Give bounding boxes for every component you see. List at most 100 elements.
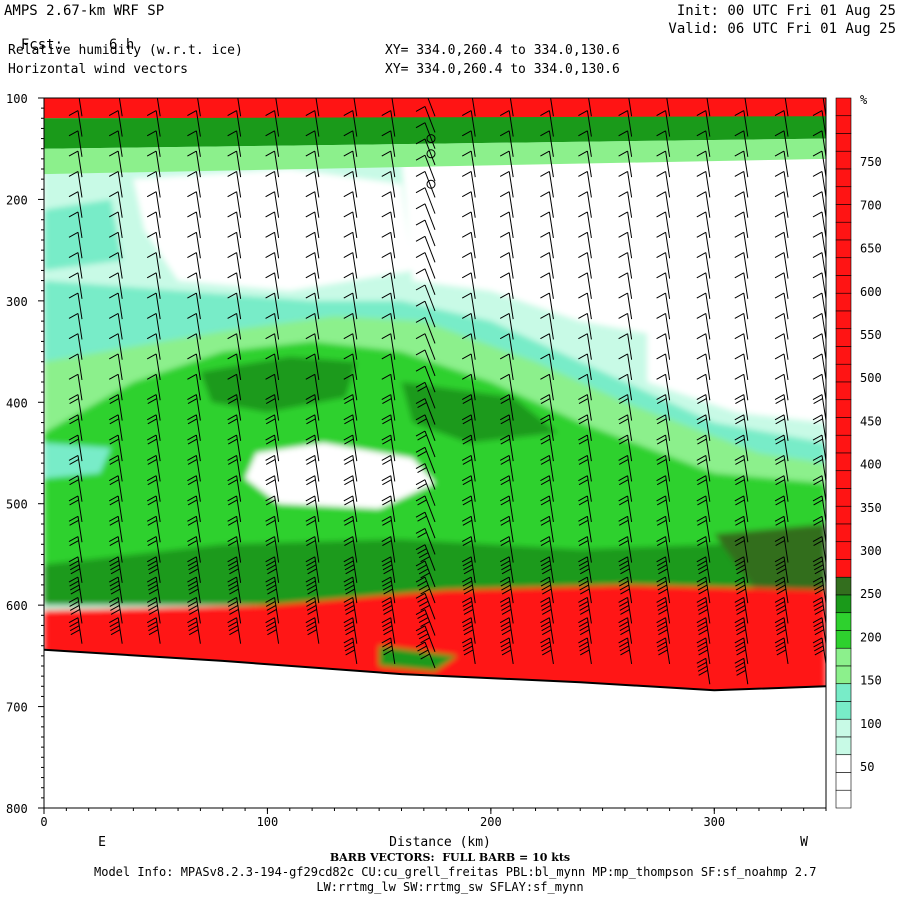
- barb-flag: [147, 519, 158, 526]
- model-info-line-1: Model Info: MPASv8.2.3-194-gf29cd82c CU:…: [94, 865, 817, 879]
- barb-staff: [424, 236, 436, 263]
- barb-flag: [697, 621, 707, 628]
- barb-flag: [305, 150, 316, 157]
- barb-flag: [619, 625, 630, 632]
- barb-flag: [734, 231, 745, 238]
- barb-flag: [541, 584, 551, 591]
- barb-flag: [462, 499, 473, 506]
- barb-flag: [620, 649, 630, 656]
- barb-staff: [352, 110, 358, 137]
- barb-staff: [314, 374, 320, 401]
- barb-flag: [540, 150, 550, 157]
- barb-flag: [500, 499, 511, 506]
- barb-staff: [783, 252, 789, 279]
- barb-staff: [470, 293, 476, 320]
- barb-flag: [696, 333, 707, 340]
- barb-staff: [471, 98, 476, 117]
- barb-flag: [499, 110, 510, 116]
- barb-flag: [735, 665, 746, 672]
- barb-flag: [33, 589, 42, 594]
- barb-flag: [540, 292, 550, 299]
- barb-flag: [578, 519, 589, 526]
- barb-flag: [697, 641, 707, 648]
- barb-staff: [155, 333, 161, 360]
- barb-staff: [627, 374, 633, 401]
- barb-staff: [77, 252, 83, 279]
- barb-staff: [424, 203, 436, 231]
- colorbar-label: 150: [860, 674, 882, 688]
- barb-flag: [108, 556, 119, 563]
- barb-flag: [381, 515, 392, 522]
- barb-flag: [382, 645, 393, 652]
- barb-flag: [31, 435, 40, 440]
- barb-flag: [735, 604, 746, 611]
- barb-flag: [734, 576, 745, 583]
- barb-staff: [743, 171, 749, 198]
- barb-flag: [697, 458, 707, 465]
- barb-flag: [108, 475, 119, 482]
- barb-flag: [619, 645, 630, 652]
- barb-flag: [813, 600, 823, 607]
- barb-flag: [265, 454, 275, 461]
- barb-flag: [68, 170, 79, 177]
- barb-staff: [508, 252, 514, 279]
- barb-flag: [265, 252, 275, 258]
- barb-flag: [415, 381, 426, 388]
- barb-flag: [540, 373, 550, 380]
- barb-flag: [306, 90, 315, 95]
- barb-flag: [461, 576, 472, 583]
- barb-flag: [415, 349, 426, 356]
- barb-flag: [69, 398, 79, 404]
- barb-flag: [734, 394, 745, 400]
- barb-staff: [783, 353, 789, 381]
- barb-flag: [461, 231, 472, 238]
- barb-staff: [314, 333, 320, 360]
- barb-flag: [415, 576, 426, 583]
- barb-flag: [110, 604, 120, 611]
- barb-flag: [305, 211, 316, 218]
- barb-staff: [274, 293, 280, 320]
- contour-cyan-mid-left: [44, 442, 111, 479]
- barb-flag: [146, 292, 157, 299]
- barb-flag: [381, 312, 392, 319]
- barb-flag: [697, 645, 708, 652]
- barb-staff: [390, 130, 396, 157]
- barb-flag: [418, 584, 429, 591]
- barb-flag: [656, 576, 666, 583]
- barb-flag: [381, 576, 392, 583]
- barb-flag: [656, 170, 666, 177]
- barb-flag: [227, 272, 237, 279]
- barb-flag: [187, 596, 197, 603]
- barb-flag: [500, 580, 511, 587]
- barb-staff: [548, 353, 554, 381]
- barb-flag: [31, 354, 40, 359]
- barb-flag: [306, 604, 317, 611]
- barb-flag: [813, 438, 823, 445]
- colorbar-segment: [835, 115, 852, 134]
- barb-flag: [187, 398, 198, 404]
- barb-flag: [658, 588, 668, 595]
- barb-staff: [783, 171, 789, 198]
- barb-flag: [68, 454, 79, 461]
- colorbar-label: 750: [860, 155, 882, 169]
- barb-flag: [108, 373, 119, 380]
- barb-flag: [734, 637, 745, 644]
- barb-flag: [813, 645, 824, 652]
- barb-flag: [776, 625, 786, 632]
- barb-flag: [812, 536, 823, 542]
- barb-flag: [541, 564, 551, 571]
- barb-staff: [236, 252, 242, 279]
- barb-flag: [578, 418, 589, 425]
- barb-flag: [68, 272, 79, 279]
- barb-flag: [415, 170, 426, 177]
- barb-flag: [499, 475, 510, 482]
- barb-flag: [68, 130, 79, 137]
- barb-flag: [344, 90, 353, 95]
- barb-flag: [500, 641, 511, 648]
- barb-flag: [344, 499, 354, 506]
- barb-staff: [743, 191, 749, 218]
- barb-staff: [117, 171, 123, 198]
- barb-flag: [814, 608, 825, 615]
- barb-flag: [265, 475, 275, 482]
- barb-staff: [155, 252, 161, 279]
